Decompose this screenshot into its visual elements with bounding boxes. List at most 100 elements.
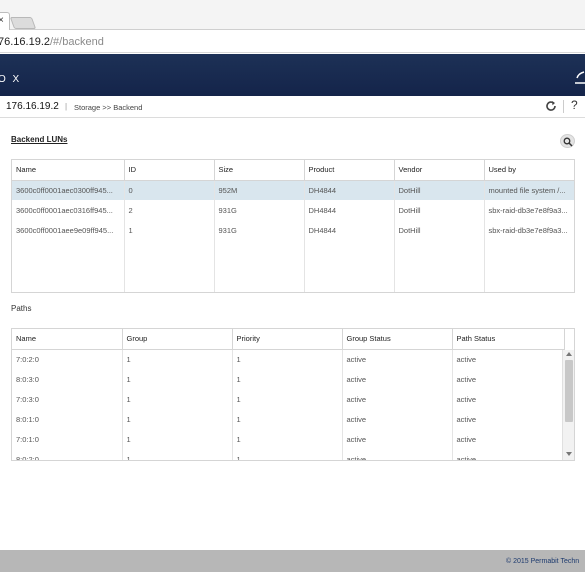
scroll-up-arrow-icon[interactable]	[566, 352, 572, 356]
cell-name: 7:0:1:0	[12, 429, 123, 449]
cell-group-status: active	[342, 389, 453, 409]
url-text[interactable]: 76.16.19.2/#/backend	[0, 36, 104, 48]
cell-name: 7:0:2:0	[12, 349, 123, 369]
help-icon[interactable]: ?	[571, 98, 578, 112]
cell-path-status: active	[452, 349, 565, 369]
copyright-text: © 2015 Permabit Techn	[506, 558, 580, 565]
cell-name: 7:0:3:0	[12, 389, 123, 409]
cell-group: 1	[122, 449, 233, 460]
cell-vendor: DotHill	[394, 200, 485, 220]
column-header-name[interactable]: Name	[12, 329, 123, 350]
url-path: /#/backend	[50, 36, 104, 48]
table-header-row: Name Group Priority Group Status Path St…	[12, 329, 565, 350]
table-row[interactable]: 3600c0ff0001aec0300ff945... 0 952M DH484…	[12, 180, 574, 200]
paths-scrollbar[interactable]	[562, 350, 574, 460]
luns-table: Name ID Size Product Vendor Used by 3600…	[11, 159, 575, 293]
cell-group-status: active	[342, 369, 453, 389]
cell-name: 3600c0ff0001aec0316ff945...	[12, 200, 125, 220]
cell-name: 3600c0ff0001aec0300ff945...	[12, 180, 125, 200]
cell-group-status: active	[342, 349, 453, 369]
cell-size: 931G	[214, 200, 305, 220]
cell-priority: 1	[232, 429, 343, 449]
cell-group-status: active	[342, 449, 453, 460]
browser-tab[interactable]: ×	[0, 12, 10, 30]
cell-priority: 1	[232, 369, 343, 389]
cell-size: 931G	[214, 220, 305, 240]
column-header-product[interactable]: Product	[304, 160, 395, 181]
breadcrumb: 176.16.19.2 | Storage >> Backend ?	[0, 96, 585, 118]
cell-id: 1	[124, 220, 215, 240]
cell-name: 3600c0ff0001aee9e09ff945...	[12, 220, 125, 240]
cell-group: 1	[122, 369, 233, 389]
table-empty-area	[12, 240, 574, 292]
cell-path-status: active	[452, 449, 565, 460]
cell-priority: 1	[232, 409, 343, 429]
table-row[interactable]: 8:0:1:0 1 1 active active	[12, 409, 565, 429]
cell-product: DH4844	[304, 180, 395, 200]
cell-group: 1	[122, 409, 233, 429]
cell-used-by: mounted file system /...	[484, 180, 574, 200]
new-tab-button[interactable]	[9, 17, 37, 29]
cell-id: 2	[124, 200, 215, 220]
app-header: O X	[0, 54, 585, 96]
breadcrumb-path: Storage >> Backend	[74, 103, 143, 112]
cell-path-status: active	[452, 429, 565, 449]
cell-product: DH4844	[304, 220, 395, 240]
cell-path-status: active	[452, 369, 565, 389]
cell-group: 1	[122, 349, 233, 369]
cell-priority: 1	[232, 389, 343, 409]
cell-group-status: active	[342, 429, 453, 449]
cell-priority: 1	[232, 449, 343, 460]
scrollbar-thumb[interactable]	[565, 360, 573, 422]
cell-group-status: active	[342, 409, 453, 429]
cell-id: 0	[124, 180, 215, 200]
search-button[interactable]	[560, 134, 575, 148]
cell-name: 8:0:3:0	[12, 369, 123, 389]
table-row[interactable]: 7:0:1:0 1 1 active active	[12, 429, 565, 449]
cell-vendor: DotHill	[394, 220, 485, 240]
tab-close-button[interactable]: ×	[0, 15, 4, 26]
cell-vendor: DotHill	[394, 180, 485, 200]
table-row[interactable]: 3600c0ff0001aec0316ff945... 2 931G DH484…	[12, 200, 574, 220]
footer: © 2015 Permabit Techn	[0, 550, 585, 572]
address-bar[interactable]: 76.16.19.2/#/backend	[0, 31, 585, 53]
column-header-group[interactable]: Group	[122, 329, 233, 350]
table-row[interactable]: 8:0:2:0 1 1 active active	[12, 449, 565, 460]
toolbar-divider	[563, 100, 564, 113]
cell-group: 1	[122, 429, 233, 449]
backend-luns-title[interactable]: Backend LUNs	[11, 135, 68, 144]
cell-used-by: sbx-raid-db3e7e8f9a3...	[488, 225, 568, 235]
user-icon[interactable]	[575, 68, 585, 86]
table-row[interactable]: 7:0:2:0 1 1 active active	[12, 349, 565, 369]
column-header-size[interactable]: Size	[214, 160, 305, 181]
cell-path-status: active	[452, 389, 565, 409]
column-header-path-status[interactable]: Path Status	[452, 329, 565, 350]
table-row[interactable]: 3600c0ff0001aee9e09ff945... 1 931G DH484…	[12, 220, 574, 240]
browser-tab-strip: ×	[0, 0, 585, 30]
table-row[interactable]: 7:0:3:0 1 1 active active	[12, 389, 565, 409]
table-row[interactable]: 8:0:3:0 1 1 active active	[12, 369, 565, 389]
table-header-row: Name ID Size Product Vendor Used by	[12, 160, 574, 181]
url-host: 76.16.19.2	[0, 36, 50, 48]
breadcrumb-separator: |	[65, 102, 68, 111]
column-header-priority[interactable]: Priority	[232, 329, 343, 350]
cell-group: 1	[122, 389, 233, 409]
cell-product: DH4844	[304, 200, 395, 220]
refresh-icon[interactable]	[545, 100, 557, 112]
column-header-id[interactable]: ID	[124, 160, 215, 181]
column-header-used-by[interactable]: Used by	[484, 160, 574, 181]
column-header-group-status[interactable]: Group Status	[342, 329, 453, 350]
brand-logo: O X	[0, 74, 22, 85]
paths-table: Name Group Priority Group Status Path St…	[11, 328, 575, 461]
paths-title: Paths	[11, 304, 32, 313]
scroll-down-arrow-icon[interactable]	[566, 452, 572, 456]
cell-name: 8:0:1:0	[12, 409, 123, 429]
cell-path-status: active	[452, 409, 565, 429]
column-header-vendor[interactable]: Vendor	[394, 160, 485, 181]
column-header-name[interactable]: Name	[12, 160, 125, 181]
cell-used-by: sbx-raid-db3e7e8f9a3...	[488, 205, 568, 215]
cell-name: 8:0:2:0	[12, 449, 123, 460]
cell-priority: 1	[232, 349, 343, 369]
cell-size: 952M	[214, 180, 305, 200]
host-label: 176.16.19.2	[6, 101, 59, 112]
